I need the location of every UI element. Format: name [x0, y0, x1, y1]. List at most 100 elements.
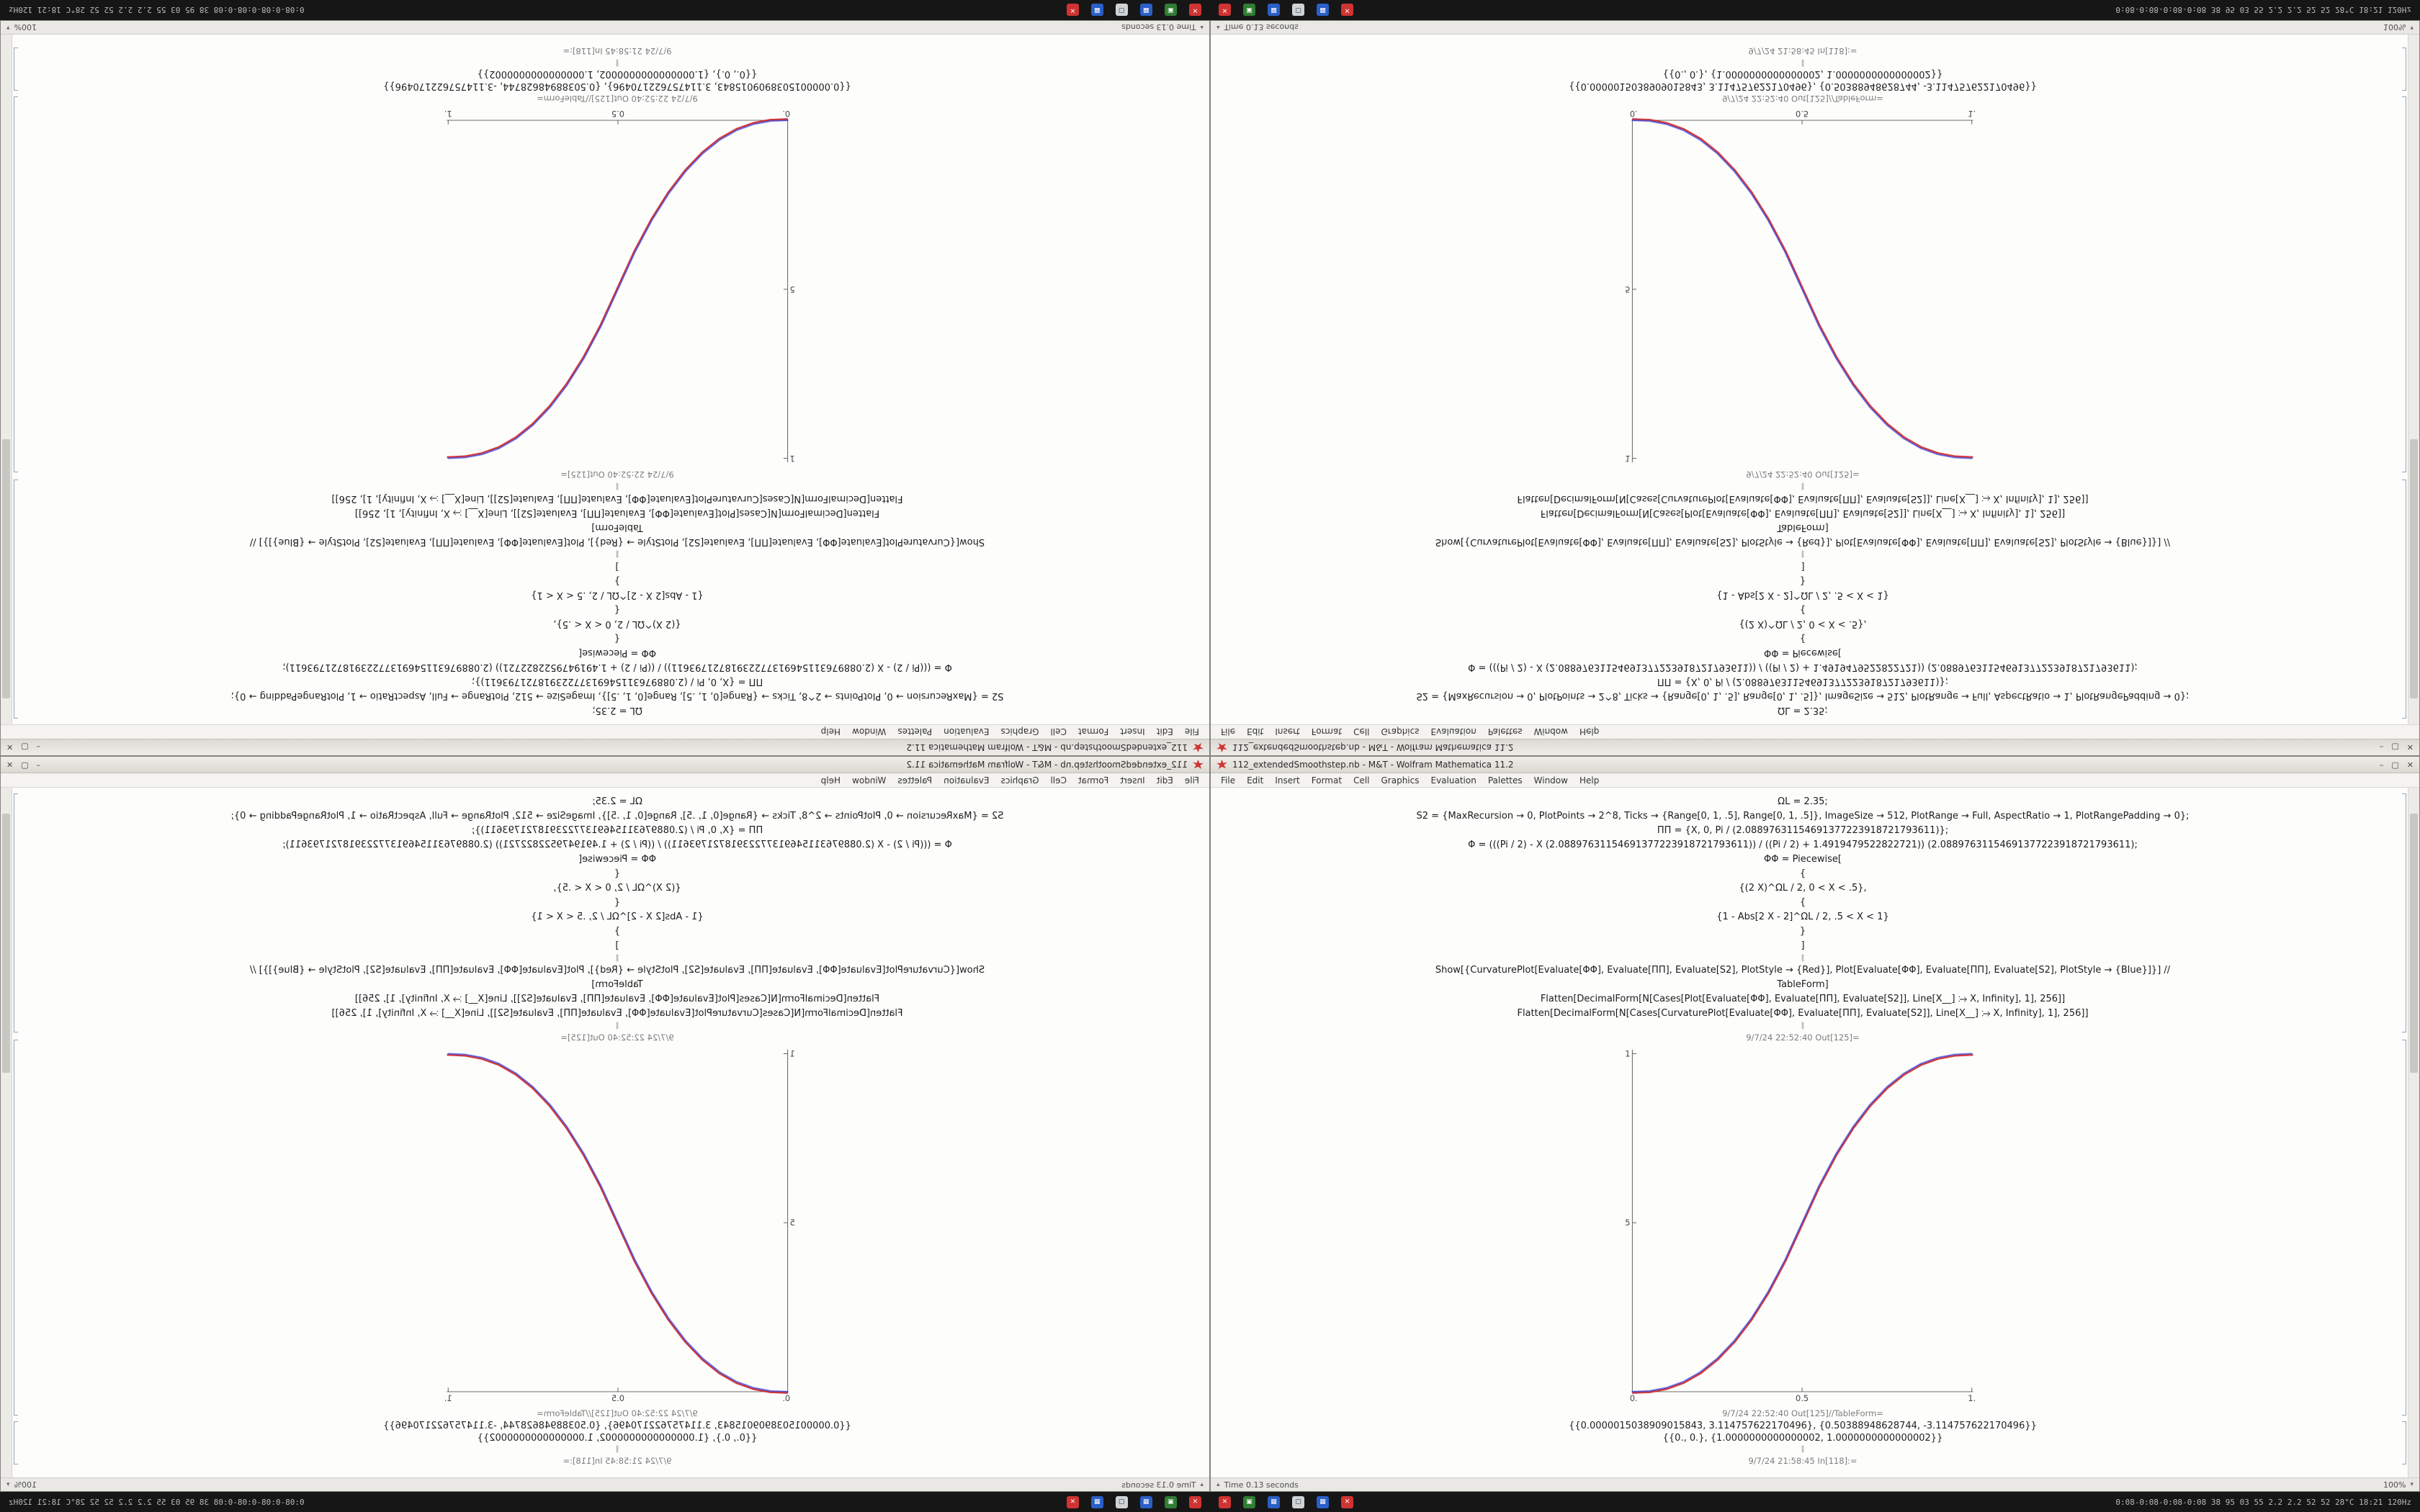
tableform-row[interactable]: {{0.0000015038909015843, 3.1147576221704… — [383, 81, 851, 91]
input-code-line[interactable]: Φ = (((Pi / 2) - X (2.088976311546913772… — [1468, 840, 2138, 850]
menu-format[interactable]: Format — [1311, 775, 1343, 786]
vertical-scrollbar-thumb[interactable] — [2410, 814, 2418, 1073]
menu-file[interactable]: File — [1184, 775, 1199, 786]
window-titlebar[interactable]: 112_extendedSmoothstep.nb - M&T - Wolfra… — [1, 739, 1209, 755]
tableform-row[interactable]: {{0.0000015038909015843, 3.1147576221704… — [1569, 1421, 2037, 1431]
input-code-line[interactable]: ΩL = 2.35; — [1778, 796, 1828, 807]
vertical-scrollbar[interactable] — [2408, 35, 2419, 724]
zoom-level[interactable]: 100% — [2383, 1480, 2406, 1490]
notebook-cells[interactable]: ΩL = 2.35; S2 = {MaxRecursion → 0, PlotP… — [1211, 788, 2395, 1477]
input-code-line[interactable]: ΦΦ = Piecewise[ — [1763, 647, 1842, 658]
menu-graphics[interactable]: Graphics — [1000, 775, 1039, 786]
menu-insert[interactable]: Insert — [1275, 726, 1300, 737]
maximize-button[interactable]: ▢ — [21, 742, 29, 752]
vertical-scrollbar[interactable] — [1, 788, 12, 1477]
input-code-line[interactable]: S2 = {MaxRecursion → 0, PlotPoints → 2^8… — [1416, 811, 2190, 822]
input-code-line[interactable]: {1 - Abs[2 X - 2]^ΩL / 2, .5 < X < 1} — [531, 590, 704, 600]
input-code-line[interactable]: {(2 X)^ΩL / 2, 0 < X < .5}, — [553, 618, 681, 629]
taskbar-icon-close-red[interactable]: ✕ — [1189, 4, 1201, 17]
input-code-line[interactable]: ΦΦ = Piecewise[ — [1763, 854, 1842, 865]
menu-evaluation[interactable]: Evaluation — [944, 775, 990, 786]
tableform-row[interactable]: {{0., 0.}, {1.0000000000000002, 1.000000… — [477, 1433, 758, 1444]
zoom-dropdown-icon[interactable]: ▾ — [2410, 1481, 2414, 1488]
status-expand-icon[interactable]: ▴ — [1216, 1481, 1220, 1488]
menu-format[interactable]: Format — [1311, 726, 1343, 737]
taskbar-icon-close-red-2[interactable]: ✕ — [1067, 1495, 1079, 1508]
input-code-line[interactable]: Flatten[DecimalForm[N[Cases[Plot[Evaluat… — [354, 508, 880, 518]
input-code-line[interactable]: {(2 X)^ΩL / 2, 0 < X < .5}, — [1739, 883, 1867, 894]
menu-evaluation[interactable]: Evaluation — [1430, 726, 1476, 737]
taskbar-icon-close-red[interactable]: ✕ — [1219, 4, 1231, 17]
taskbar-icon-terminal-green[interactable]: ▣ — [1243, 4, 1255, 17]
menu-cell[interactable]: Cell — [1353, 775, 1370, 786]
input-code-line[interactable]: Flatten[DecimalForm[N[Cases[CurvaturePlo… — [1517, 1008, 2089, 1019]
vertical-scrollbar[interactable] — [2408, 788, 2419, 1477]
input-code-line[interactable]: } — [1799, 926, 1806, 937]
zoom-level[interactable]: 100% — [14, 22, 37, 32]
input-code-line[interactable]: { — [614, 868, 621, 879]
close-button[interactable]: ✕ — [2406, 742, 2414, 752]
input-code-line[interactable]: S2 = {MaxRecursion → 0, PlotPoints → 2^8… — [230, 690, 1004, 701]
input-code-line[interactable]: Φ = (((Pi / 2) - X (2.088976311546913772… — [282, 840, 952, 850]
window-titlebar[interactable]: 112_extendedSmoothstep.nb - M&T - Wolfra… — [1211, 739, 2419, 755]
input-code-line[interactable]: Show[{CurvaturePlot[Evaluate[ΦΦ], Evalua… — [1435, 536, 2171, 547]
input-code-line[interactable]: ΩL = 2.35; — [592, 796, 642, 807]
taskbar-icon-app-blue-2[interactable]: ▦ — [1091, 4, 1103, 17]
menu-window[interactable]: Window — [1533, 726, 1568, 737]
menu-file[interactable]: File — [1221, 775, 1236, 786]
taskbar-icon-terminal-green[interactable]: ▣ — [1243, 1495, 1255, 1508]
input-code-line[interactable]: ΦΦ = Piecewise[ — [578, 854, 657, 865]
zoom-dropdown-icon[interactable]: ▾ — [6, 1481, 10, 1488]
input-code-line[interactable]: {1 - Abs[2 X - 2]^ΩL / 2, .5 < X < 1} — [1716, 590, 1889, 600]
maximize-button[interactable]: ▢ — [2391, 742, 2399, 752]
tableform-row[interactable]: {{0.0000015038909015843, 3.1147576221704… — [1569, 81, 2037, 91]
menu-format[interactable]: Format — [1077, 726, 1109, 737]
taskbar-icon-file-gray[interactable]: ▢ — [1292, 1495, 1304, 1508]
input-code-line[interactable]: TableForm] — [591, 522, 643, 533]
input-code-line[interactable]: TableForm] — [591, 979, 643, 990]
input-code-line[interactable]: ΠΠ = {X, 0, Pi / (2.08897631154691377223… — [1657, 825, 1949, 836]
notebook-cells[interactable]: ΩL = 2.35; S2 = {MaxRecursion → 0, PlotP… — [25, 35, 1209, 724]
input-code-line[interactable]: ΠΠ = {X, 0, Pi / (2.08897631154691377223… — [471, 676, 763, 687]
menu-palettes[interactable]: Palettes — [1487, 726, 1523, 737]
cell-bracket-tableform-output[interactable] — [2402, 1421, 2406, 1464]
menu-graphics[interactable]: Graphics — [1381, 775, 1420, 786]
input-code-line[interactable]: { — [1799, 604, 1806, 615]
input-code-line[interactable]: ΠΠ = {X, 0, Pi / (2.08897631154691377223… — [1657, 676, 1949, 687]
taskbar-icon-app-blue-2[interactable]: ▦ — [1317, 1495, 1329, 1508]
menu-edit[interactable]: Edit — [1156, 726, 1173, 737]
tableform-row[interactable]: {{0., 0.}, {1.0000000000000002, 1.000000… — [1662, 68, 1943, 79]
input-code-line[interactable]: {1 - Abs[2 X - 2]^ΩL / 2, .5 < X < 1} — [1716, 912, 1889, 922]
input-code-line[interactable]: Show[{CurvaturePlot[Evaluate[ΦΦ], Evalua… — [1435, 965, 2171, 976]
input-code-line[interactable]: ] — [615, 561, 619, 572]
input-code-line[interactable]: S2 = {MaxRecursion → 0, PlotPoints → 2^8… — [230, 811, 1004, 822]
tableform-row[interactable]: {{0., 0.}, {1.0000000000000002, 1.000000… — [1662, 1433, 1943, 1444]
taskbar-icon-terminal-green[interactable]: ▣ — [1165, 4, 1177, 17]
zoom-dropdown-icon[interactable]: ▾ — [6, 24, 10, 31]
menu-graphics[interactable]: Graphics — [1000, 726, 1039, 737]
vertical-scrollbar-thumb[interactable] — [2410, 439, 2418, 698]
input-code-line[interactable]: ΩL = 2.35; — [1778, 705, 1828, 716]
vertical-scrollbar-thumb[interactable] — [2, 814, 10, 1073]
cell-bracket-input-group[interactable] — [14, 480, 18, 719]
input-code-line[interactable]: { — [1799, 868, 1806, 879]
close-button[interactable]: ✕ — [6, 742, 14, 752]
taskbar-icon-terminal-green[interactable]: ▣ — [1165, 1495, 1177, 1508]
input-code-line[interactable]: ΩL = 2.35; — [592, 705, 642, 716]
cell-bracket-plot-output[interactable] — [2402, 96, 2406, 472]
taskbar-icon-app-blue[interactable]: ▦ — [1268, 1495, 1280, 1508]
input-code-line[interactable]: TableForm] — [1777, 522, 1829, 533]
menu-palettes[interactable]: Palettes — [1487, 775, 1523, 786]
taskbar-icon-file-gray[interactable]: ▢ — [1116, 1495, 1128, 1508]
minimize-button[interactable]: – — [2379, 760, 2384, 770]
taskbar-icon-app-blue-2[interactable]: ▦ — [1091, 1495, 1103, 1508]
input-code-line[interactable]: } — [1799, 575, 1806, 586]
input-code-line[interactable]: Show[{CurvaturePlot[Evaluate[ΦΦ], Evalua… — [249, 536, 985, 547]
taskbar-icon-app-blue[interactable]: ▦ — [1268, 4, 1280, 17]
input-code-line[interactable]: Flatten[DecimalForm[N[Cases[Plot[Evaluat… — [1540, 508, 2066, 518]
taskbar-icon-file-gray[interactable]: ▢ — [1116, 4, 1128, 17]
menu-cell[interactable]: Cell — [1353, 726, 1370, 737]
plot-output-cell[interactable]: 0. 0.5 1. 0.5 1 — [25, 108, 1209, 465]
input-code-line[interactable]: Flatten[DecimalForm[N[Cases[CurvaturePlo… — [1517, 493, 2089, 504]
input-code-line[interactable]: {1 - Abs[2 X - 2]^ΩL / 2, .5 < X < 1} — [531, 912, 704, 922]
